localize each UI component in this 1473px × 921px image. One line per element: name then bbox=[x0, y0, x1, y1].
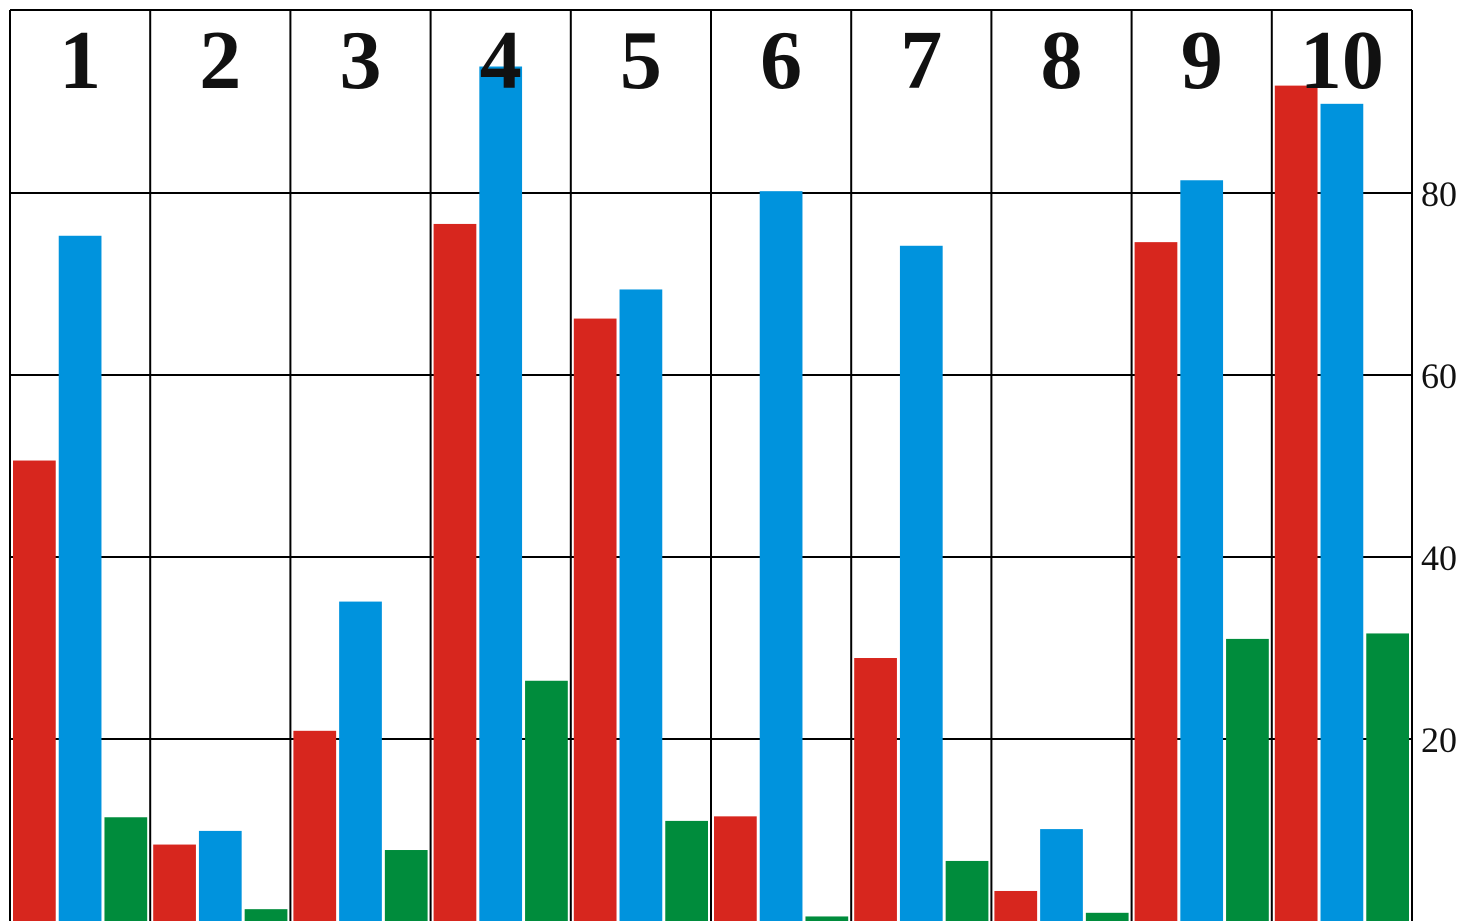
bar-cat-10-series-3 bbox=[1366, 633, 1409, 921]
bar-cat-6-series-3 bbox=[805, 916, 849, 921]
category-label-6: 6 bbox=[760, 14, 802, 107]
bar-cat-1-series-3 bbox=[104, 817, 148, 921]
bar-cat-3-series-1 bbox=[293, 730, 337, 921]
category-label-2: 2 bbox=[199, 14, 241, 107]
bar-cat-8-series-3 bbox=[1085, 912, 1129, 921]
bar-cat-4-series-1 bbox=[433, 223, 477, 921]
category-label-7: 7 bbox=[900, 14, 942, 107]
bar-cat-1-series-2 bbox=[58, 235, 102, 921]
chart-frame bbox=[9, 9, 1413, 921]
bar-cat-7-series-1 bbox=[854, 658, 897, 921]
bar-cat-10-series-1 bbox=[1274, 85, 1318, 921]
bar-cat-9-series-2 bbox=[1180, 180, 1224, 921]
bar-cat-4-series-2 bbox=[479, 66, 523, 921]
bar-cat-8-series-2 bbox=[1040, 829, 1083, 921]
category-label-1: 1 bbox=[59, 14, 101, 107]
category-label-3: 3 bbox=[340, 14, 382, 107]
bar-cat-1-series-1 bbox=[13, 460, 56, 921]
bar-cat-7-series-2 bbox=[899, 245, 943, 921]
bar-cat-5-series-2 bbox=[619, 289, 663, 921]
bar-cat-8-series-1 bbox=[994, 890, 1038, 921]
bar-cat-6-series-2 bbox=[759, 191, 803, 921]
bar-cat-5-series-3 bbox=[665, 820, 708, 921]
category-labels: 1 2 3 4 5 6 7 8 9 10 bbox=[59, 14, 1384, 107]
bar-cat-3-series-3 bbox=[384, 850, 428, 921]
bar-cat-3-series-2 bbox=[339, 601, 382, 921]
bar-cat-7-series-3 bbox=[945, 860, 989, 921]
y-tick-label-40: 40 bbox=[1421, 538, 1457, 578]
y-tick-label-20: 20 bbox=[1421, 720, 1457, 760]
bar-cat-9-series-3 bbox=[1226, 638, 1269, 921]
bars-group bbox=[13, 66, 1409, 921]
bar-cat-5-series-1 bbox=[573, 318, 617, 921]
bar-cat-6-series-1 bbox=[714, 816, 757, 921]
y-tick-labels: 20 40 60 80 bbox=[1421, 174, 1457, 760]
category-label-8: 8 bbox=[1041, 14, 1083, 107]
category-label-5: 5 bbox=[620, 14, 662, 107]
bar-cat-10-series-2 bbox=[1320, 103, 1364, 921]
category-label-9: 9 bbox=[1181, 14, 1223, 107]
bar-cat-2-series-2 bbox=[198, 830, 242, 921]
category-label-10: 10 bbox=[1300, 14, 1384, 107]
category-label-4: 4 bbox=[480, 14, 522, 107]
bar-cat-4-series-3 bbox=[525, 680, 568, 921]
bar-cat-9-series-1 bbox=[1134, 242, 1178, 921]
bar-cat-2-series-1 bbox=[153, 844, 196, 921]
y-tick-label-80: 80 bbox=[1421, 174, 1457, 214]
y-tick-label-60: 60 bbox=[1421, 356, 1457, 396]
bar-cat-2-series-3 bbox=[244, 909, 288, 921]
